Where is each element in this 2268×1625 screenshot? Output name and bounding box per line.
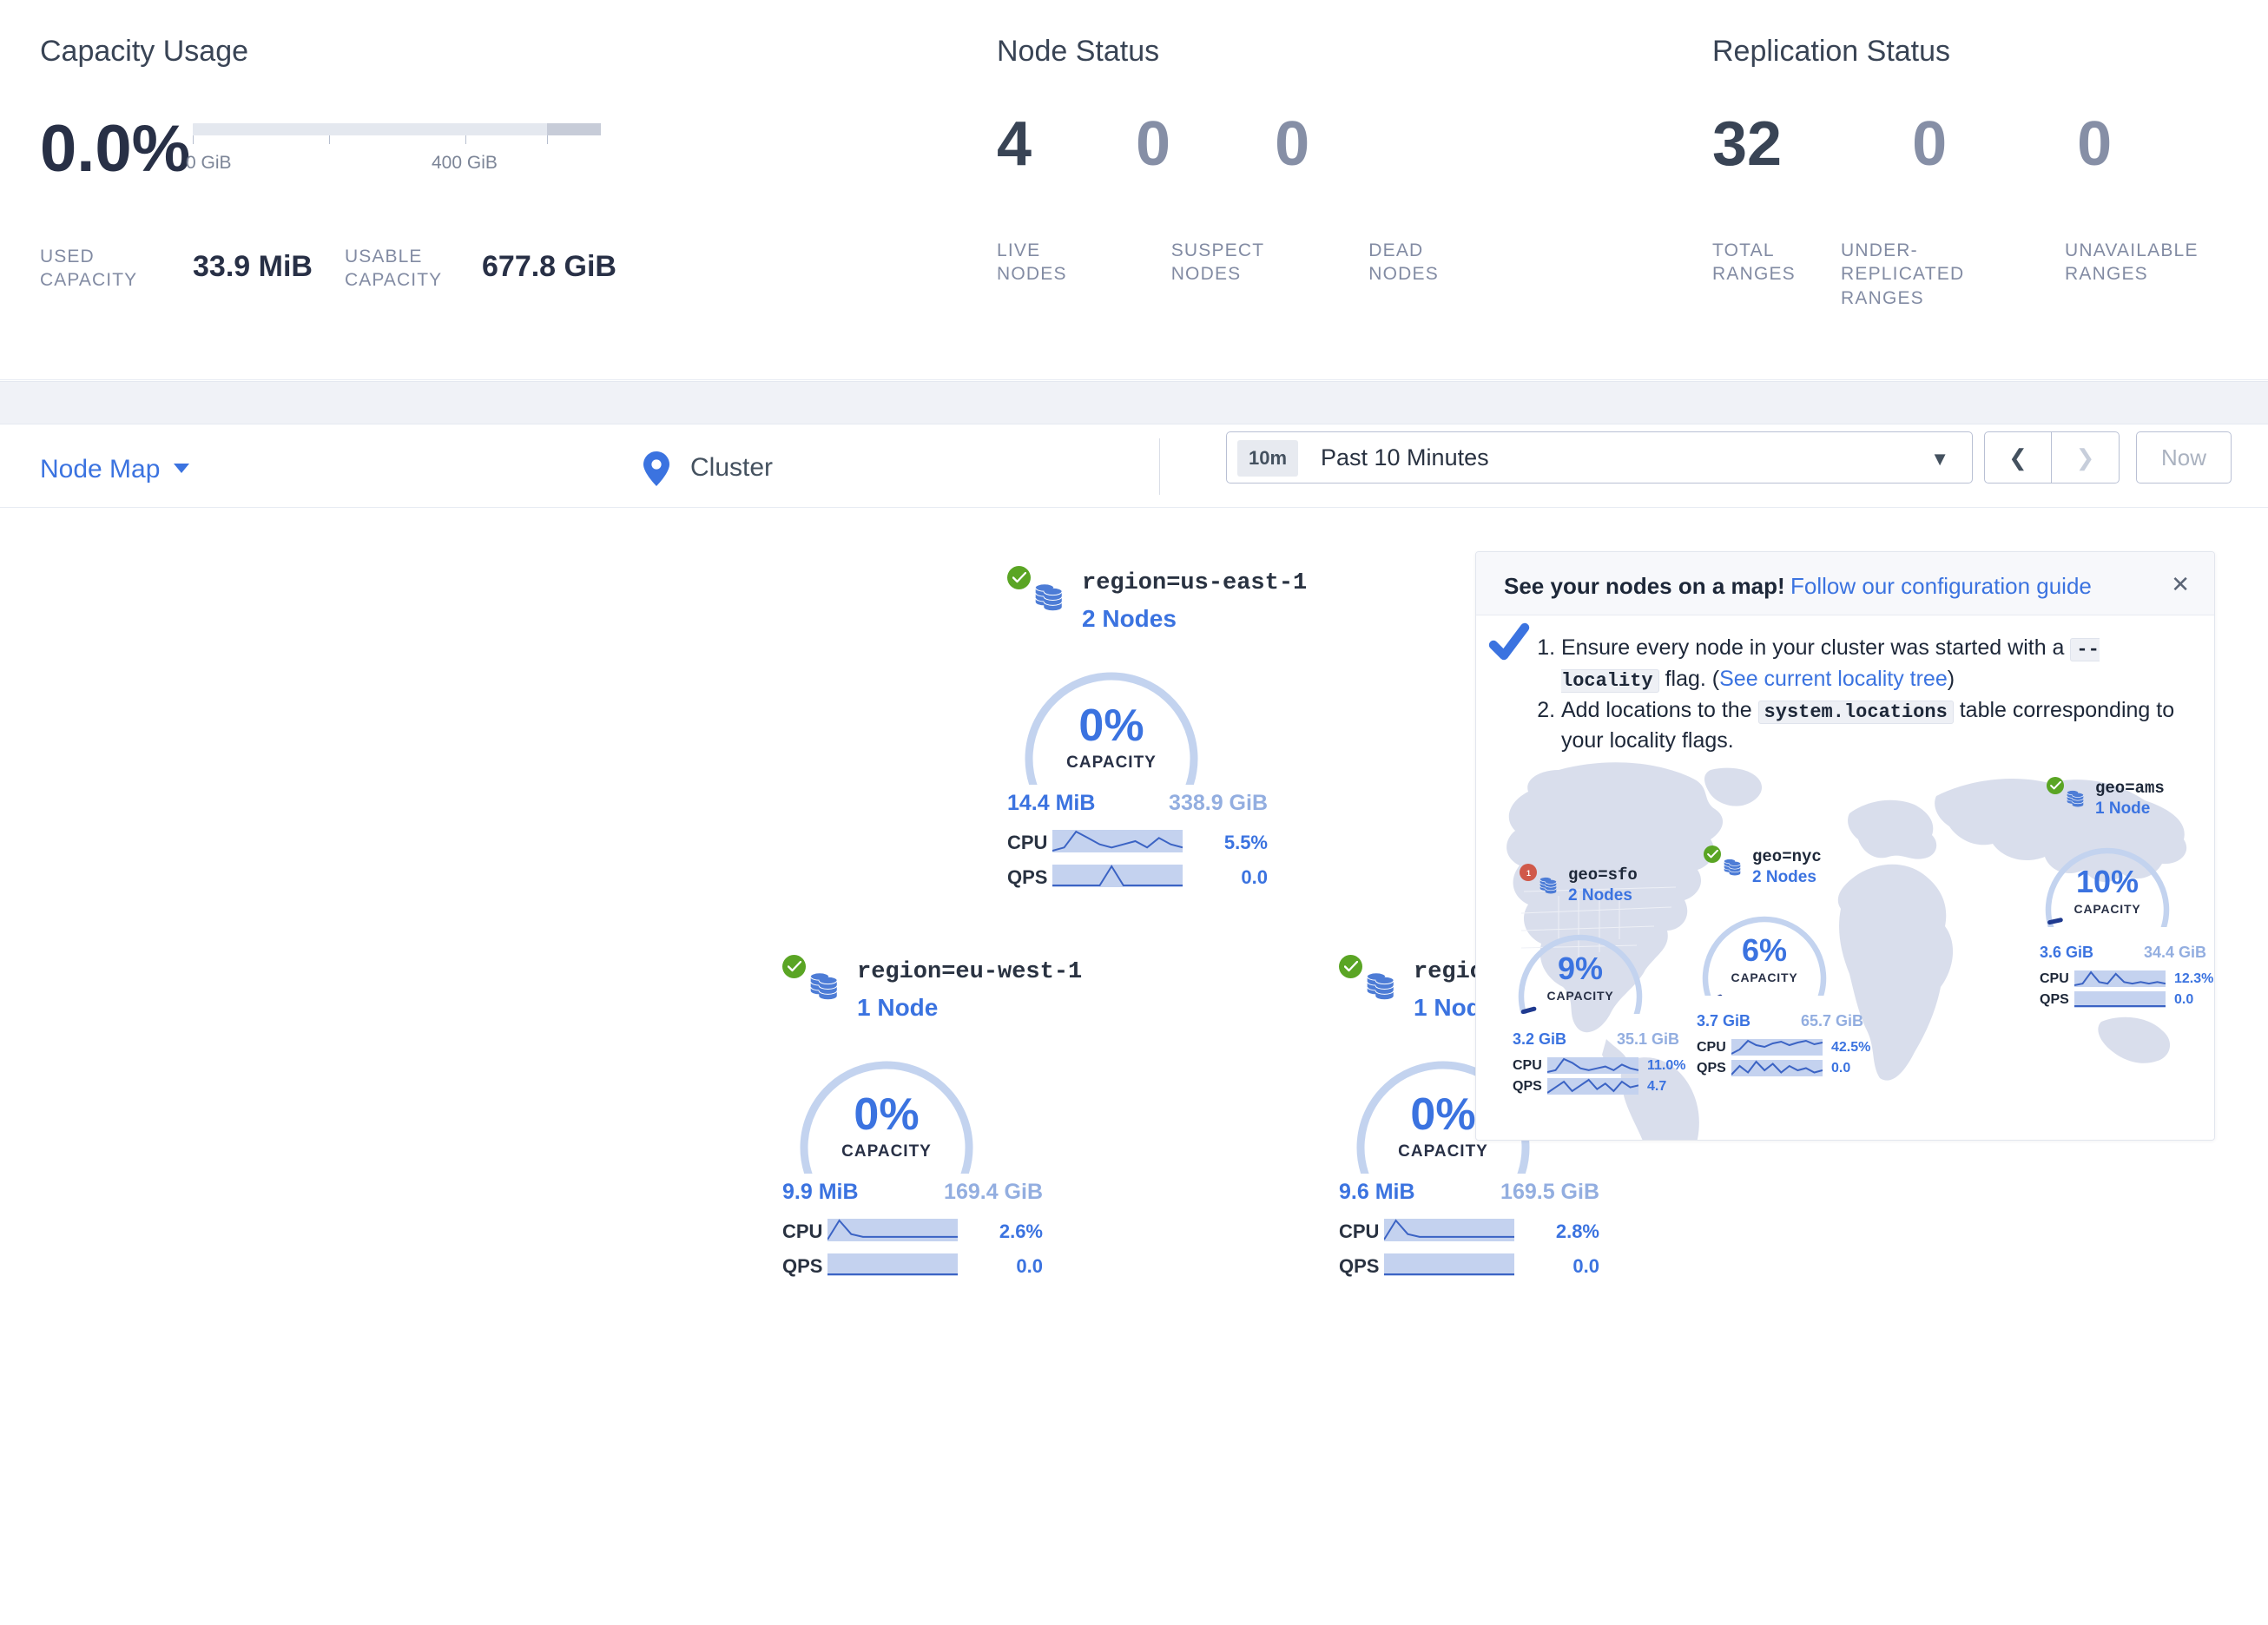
svg-text:1: 1	[1526, 868, 1531, 877]
